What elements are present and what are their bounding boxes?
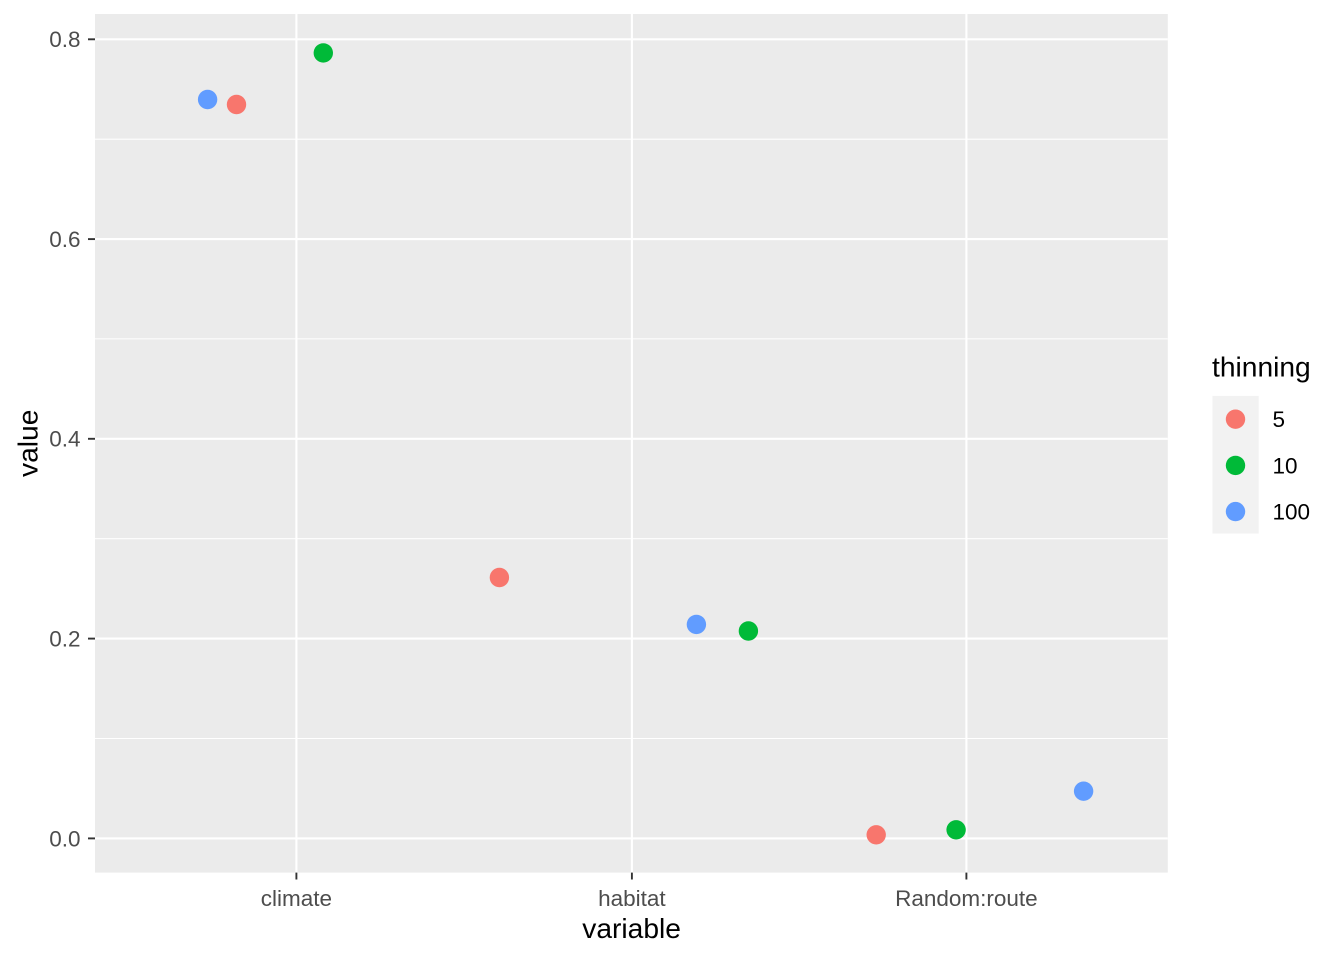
svg-text:0.2: 0.2 — [49, 627, 80, 652]
svg-text:0.4: 0.4 — [49, 427, 80, 452]
svg-text:thinning: thinning — [1212, 351, 1311, 383]
svg-text:100: 100 — [1273, 500, 1311, 525]
svg-text:climate: climate — [261, 886, 332, 911]
svg-text:Random:route: Random:route — [895, 886, 1038, 911]
svg-text:10: 10 — [1273, 453, 1298, 478]
svg-text:0.6: 0.6 — [49, 227, 80, 252]
svg-text:0.8: 0.8 — [49, 27, 80, 52]
svg-text:value: value — [11, 410, 43, 477]
svg-text:habitat: habitat — [598, 886, 666, 911]
svg-text:5: 5 — [1273, 407, 1286, 432]
svg-text:0.0: 0.0 — [49, 826, 80, 851]
svg-text:variable: variable — [582, 912, 681, 944]
